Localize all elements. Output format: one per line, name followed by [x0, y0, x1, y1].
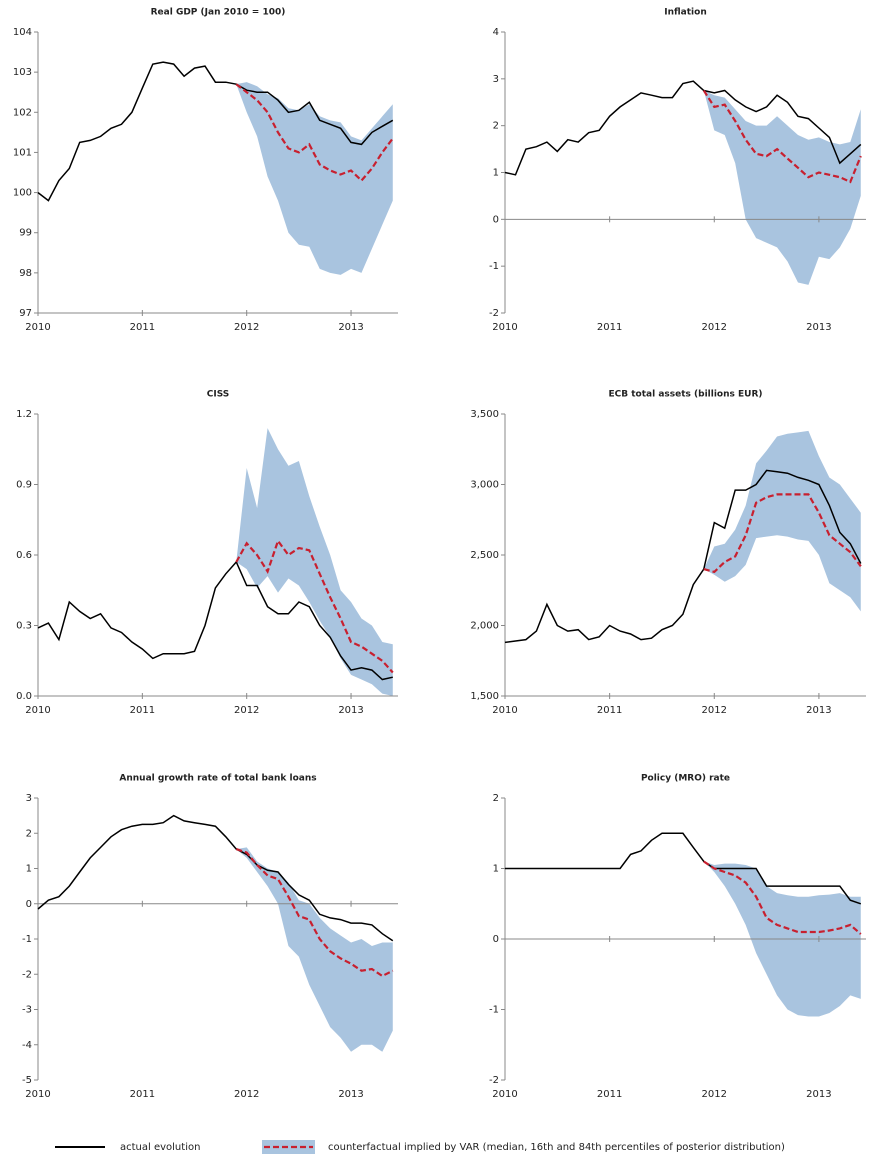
- x-tick-label: 2013: [806, 705, 831, 716]
- y-tick-label: -1: [489, 261, 499, 272]
- y-tick-label: 3,500: [470, 409, 499, 420]
- y-tick-label: 3: [493, 74, 499, 85]
- median-line: [703, 493, 862, 574]
- y-tick-label: 0: [26, 899, 32, 910]
- actual-line: [504, 469, 862, 644]
- y-tick-label: 1: [493, 864, 499, 875]
- y-tick-label: 104: [13, 27, 32, 38]
- band: [236, 428, 393, 696]
- x-tick-label: 2013: [338, 1089, 363, 1100]
- band: [236, 847, 393, 1052]
- x-tick-label: 2012: [702, 322, 727, 333]
- chart-title: Policy (MRO) rate: [641, 774, 730, 784]
- x-tick-label: 2013: [806, 1089, 831, 1100]
- x-tick-label: 2010: [492, 705, 517, 716]
- chart-title: CISS: [207, 390, 230, 400]
- y-tick-label: 1.2: [16, 409, 32, 420]
- median-line: [235, 538, 394, 674]
- y-tick-label: 2: [493, 121, 499, 132]
- band: [703, 90, 861, 285]
- y-tick-label: 2: [26, 828, 32, 839]
- y-tick-label: 2,000: [470, 621, 499, 632]
- x-tick-label: 2013: [338, 705, 363, 716]
- y-tick-label: 99: [19, 228, 32, 239]
- actual-line: [37, 560, 393, 681]
- y-tick-label: 103: [13, 67, 32, 78]
- x-tick-label: 2011: [597, 1089, 622, 1100]
- x-tick-label: 2011: [597, 705, 622, 716]
- chart-title: Inflation: [664, 8, 706, 18]
- chart-title: Real GDP (Jan 2010 = 100): [151, 8, 286, 18]
- actual-line: [37, 61, 394, 202]
- band: [703, 430, 861, 612]
- x-tick-label: 2010: [492, 322, 517, 333]
- x-tick-label: 2011: [130, 322, 155, 333]
- chart-title: Annual growth rate of total bank loans: [119, 774, 316, 784]
- x-tick-label: 2012: [234, 322, 259, 333]
- actual-line: [504, 80, 862, 176]
- actual-line: [505, 832, 862, 905]
- y-tick-label: -2: [489, 1075, 499, 1086]
- y-tick-label: 0: [493, 214, 499, 225]
- y-tick-label: -2: [489, 308, 499, 319]
- y-tick-label: 98: [19, 268, 32, 279]
- legend-band: [262, 1140, 315, 1154]
- median-line: [702, 89, 862, 184]
- y-tick-label: -5: [22, 1075, 32, 1086]
- y-tick-label: 102: [13, 107, 32, 118]
- x-tick-label: 2012: [702, 1089, 727, 1100]
- y-tick-label: -1: [489, 1005, 499, 1016]
- band: [236, 82, 393, 275]
- y-tick-label: 1: [493, 168, 499, 179]
- y-tick-label: 0.3: [16, 621, 32, 632]
- median-line: [235, 83, 394, 183]
- x-tick-label: 2011: [130, 705, 155, 716]
- y-tick-label: 0.6: [16, 550, 32, 561]
- x-tick-label: 2010: [25, 1089, 50, 1100]
- x-tick-label: 2010: [492, 1089, 517, 1100]
- y-tick-label: 2: [493, 793, 499, 804]
- y-tick-label: 3,000: [470, 480, 499, 491]
- y-tick-label: 1,500: [470, 691, 499, 702]
- x-tick-label: 2012: [234, 705, 259, 716]
- x-tick-label: 2012: [234, 1089, 259, 1100]
- y-tick-label: -1: [22, 934, 32, 945]
- x-tick-label: 2010: [25, 322, 50, 333]
- chart-title: ECB total assets (billions EUR): [609, 390, 763, 400]
- y-tick-label: 0: [493, 934, 499, 945]
- x-tick-label: 2012: [702, 705, 727, 716]
- x-tick-label: 2011: [130, 1089, 155, 1100]
- x-tick-label: 2011: [597, 322, 622, 333]
- y-tick-label: 0.9: [16, 480, 32, 491]
- legend-label: actual evolution: [120, 1142, 200, 1153]
- y-tick-label: 100: [13, 188, 32, 199]
- y-tick-label: 3: [26, 793, 32, 804]
- x-tick-label: 2010: [25, 705, 50, 716]
- x-tick-label: 2013: [806, 322, 831, 333]
- y-tick-label: 1: [26, 864, 32, 875]
- y-tick-label: 2,500: [470, 550, 499, 561]
- y-tick-label: 101: [13, 147, 32, 158]
- median-line: [703, 860, 862, 935]
- actual-line: [37, 814, 394, 942]
- y-tick-label: 4: [493, 27, 499, 38]
- x-tick-label: 2013: [338, 322, 363, 333]
- y-tick-label: -2: [22, 969, 32, 980]
- y-tick-label: 0.0: [16, 691, 32, 702]
- y-tick-label: -3: [22, 1005, 32, 1016]
- y-tick-label: -4: [22, 1040, 32, 1051]
- legend-label: counterfactual implied by VAR (median, 1…: [328, 1142, 785, 1153]
- y-tick-label: 97: [19, 308, 32, 319]
- median-line: [235, 848, 394, 978]
